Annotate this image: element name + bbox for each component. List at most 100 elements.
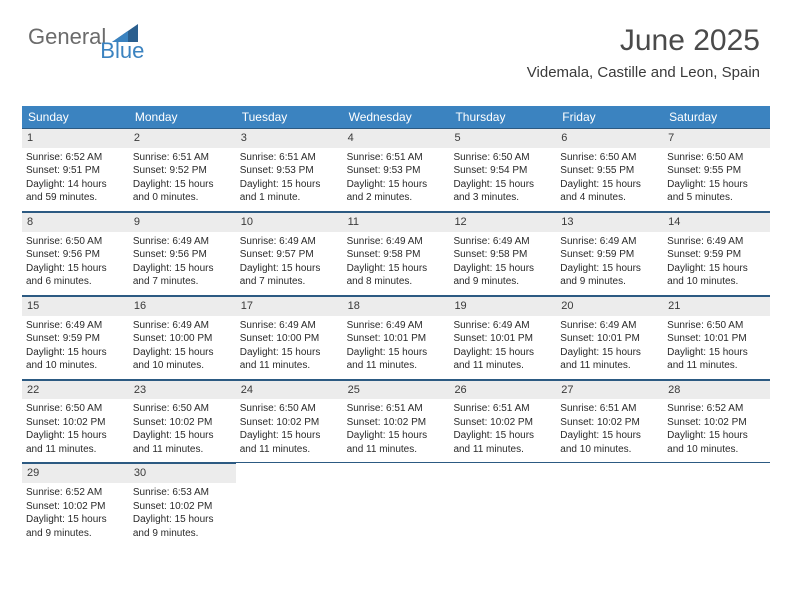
sunrise-text: Sunrise: 6:51 AM — [560, 402, 659, 416]
day-number: 17 — [236, 296, 343, 316]
sunset-text: Sunset: 9:59 PM — [26, 332, 125, 346]
daylight-text: Daylight: 15 hours and 0 minutes. — [133, 178, 232, 205]
day-cell: 18 Sunrise: 6:49 AMSunset: 10:01 PMDaylig… — [343, 296, 450, 379]
daylight-text: Daylight: 15 hours and 6 minutes. — [26, 262, 125, 289]
header-right: June 2025 Videmala, Castille and Leon, S… — [527, 24, 760, 81]
daylight-text: Daylight: 15 hours and 3 minutes. — [453, 178, 552, 205]
sunset-text: Sunset: 10:02 PM — [26, 500, 125, 514]
calendar-grid: Sunday Monday Tuesday Wednesday Thursday… — [22, 106, 770, 546]
day-cell: 26Sunrise: 6:51 AMSunset: 10:02 PMDaylig… — [449, 380, 556, 463]
sunrise-text: Sunrise: 6:49 AM — [240, 235, 339, 249]
day-cell: 8 Sunrise: 6:50 AMSunset: 9:56 PMDaylight… — [22, 212, 129, 295]
daylight-text: Daylight: 15 hours and 7 minutes. — [133, 262, 232, 289]
day-cell: 5 Sunrise: 6:50 AMSunset: 9:54 PMDaylight… — [449, 128, 556, 211]
day-number: 8 — [22, 212, 129, 232]
day-body: Sunrise: 6:51 AMSunset: 10:02 PMDaylight… — [449, 402, 556, 462]
sunrise-text: Sunrise: 6:52 AM — [26, 486, 125, 500]
daylight-text: Daylight: 15 hours and 9 minutes. — [133, 513, 232, 540]
sunrise-text: Sunrise: 6:49 AM — [347, 319, 446, 333]
day-number: 13 — [556, 212, 663, 232]
day-cell: 3Sunrise: 6:51 AMSunset: 9:53 PMDaylight… — [236, 128, 343, 211]
daylight-text: Daylight: 15 hours and 11 minutes. — [560, 346, 659, 373]
daylight-text: Daylight: 15 hours and 11 minutes. — [26, 429, 125, 456]
day-body: Sunrise: 6:49 AMSunset: 9:59 PMDaylight:… — [663, 235, 770, 295]
day-body: Sunrise: 6:50 AMSunset: 9:54 PMDaylight:… — [449, 151, 556, 211]
day-cell: 25Sunrise: 6:51 AMSunset: 10:02 PMDaylig… — [343, 380, 450, 463]
sunset-text: Sunset: 10:02 PM — [560, 416, 659, 430]
week-row: 29Sunrise: 6:52 AMSunset: 10:02 PMDaylig… — [22, 463, 770, 546]
sunrise-text: Sunrise: 6:50 AM — [240, 402, 339, 416]
sunrise-text: Sunrise: 6:53 AM — [133, 486, 232, 500]
day-body: Sunrise: 6:49 AMSunset: 9:58 PMDaylight:… — [343, 235, 450, 295]
day-body: Sunrise: 6:53 AMSunset: 10:02 PMDaylight… — [129, 486, 236, 546]
day-number: 5 — [449, 128, 556, 148]
day-cell: 4Sunrise: 6:51 AMSunset: 9:53 PMDaylight… — [343, 128, 450, 211]
day-cell: 11 Sunrise: 6:49 AMSunset: 9:58 PMDayligh… — [343, 212, 450, 295]
sunset-text: Sunset: 9:58 PM — [453, 248, 552, 262]
day-body: Sunrise: 6:52 AMSunset: 10:02 PMDaylight… — [22, 486, 129, 546]
day-number: 18 — [343, 296, 450, 316]
daylight-text: Daylight: 15 hours and 8 minutes. — [347, 262, 446, 289]
brand-part1: General — [28, 24, 106, 50]
sunset-text: Sunset: 10:02 PM — [240, 416, 339, 430]
day-number: 6 — [556, 128, 663, 148]
day-body: Sunrise: 6:51 AMSunset: 10:02 PMDaylight… — [556, 402, 663, 462]
day-body: Sunrise: 6:50 AMSunset: 10:02 PMDaylight… — [236, 402, 343, 462]
sunset-text: Sunset: 10:02 PM — [453, 416, 552, 430]
sunrise-text: Sunrise: 6:50 AM — [26, 235, 125, 249]
dow-monday: Monday — [129, 106, 236, 128]
sunrise-text: Sunrise: 6:50 AM — [667, 319, 766, 333]
day-number: 11 — [343, 212, 450, 232]
day-body: Sunrise: 6:49 AMSunset: 9:59 PMDaylight:… — [556, 235, 663, 295]
day-cell: 16Sunrise: 6:49 AMSunset: 10:00 PMDaylig… — [129, 296, 236, 379]
day-cell: 30Sunrise: 6:53 AMSunset: 10:02 PMDaylig… — [129, 463, 236, 546]
day-body: Sunrise: 6:50 AMSunset: 10:01 PMDaylight… — [663, 319, 770, 379]
daylight-text: Daylight: 15 hours and 11 minutes. — [347, 346, 446, 373]
sunrise-text: Sunrise: 6:51 AM — [347, 151, 446, 165]
sunset-text: Sunset: 9:59 PM — [560, 248, 659, 262]
sunset-text: Sunset: 10:02 PM — [133, 500, 232, 514]
day-number: 24 — [236, 380, 343, 400]
sunrise-text: Sunrise: 6:49 AM — [560, 235, 659, 249]
sunrise-text: Sunrise: 6:50 AM — [453, 151, 552, 165]
day-body: Sunrise: 6:49 AMSunset: 10:01 PMDaylight… — [556, 319, 663, 379]
day-number: 1 — [22, 128, 129, 148]
daylight-text: Daylight: 15 hours and 11 minutes. — [453, 429, 552, 456]
day-cell: 13 Sunrise: 6:49 AMSunset: 9:59 PMDayligh… — [556, 212, 663, 295]
day-number: 7 — [663, 128, 770, 148]
week-row: 15Sunrise: 6:49 AMSunset: 9:59 PMDayligh… — [22, 296, 770, 380]
daylight-text: Daylight: 15 hours and 11 minutes. — [240, 429, 339, 456]
daylight-text: Daylight: 15 hours and 11 minutes. — [453, 346, 552, 373]
day-cell: 1Sunrise: 6:52 AMSunset: 9:51 PMDaylight… — [22, 128, 129, 211]
daylight-text: Daylight: 15 hours and 11 minutes. — [133, 429, 232, 456]
day-body: Sunrise: 6:50 AMSunset: 10:02 PMDaylight… — [22, 402, 129, 462]
daylight-text: Daylight: 15 hours and 10 minutes. — [560, 429, 659, 456]
daylight-text: Daylight: 15 hours and 9 minutes. — [26, 513, 125, 540]
sunrise-text: Sunrise: 6:50 AM — [560, 151, 659, 165]
brand-part2: Blue — [100, 38, 144, 64]
sunset-text: Sunset: 9:53 PM — [347, 164, 446, 178]
sunset-text: Sunset: 10:00 PM — [133, 332, 232, 346]
day-number: 25 — [343, 380, 450, 400]
day-cell: 20Sunrise: 6:49 AMSunset: 10:01 PMDaylig… — [556, 296, 663, 379]
day-number: 26 — [449, 380, 556, 400]
sunrise-text: Sunrise: 6:50 AM — [133, 402, 232, 416]
sunrise-text: Sunrise: 6:50 AM — [667, 151, 766, 165]
day-number: 16 — [129, 296, 236, 316]
day-body: Sunrise: 6:51 AMSunset: 9:53 PMDaylight:… — [343, 151, 450, 211]
day-number: 14 — [663, 212, 770, 232]
day-body: Sunrise: 6:50 AMSunset: 9:56 PMDaylight:… — [22, 235, 129, 295]
daylight-text: Daylight: 15 hours and 7 minutes. — [240, 262, 339, 289]
month-title: June 2025 — [527, 24, 760, 58]
sunrise-text: Sunrise: 6:49 AM — [667, 235, 766, 249]
location-subtitle: Videmala, Castille and Leon, Spain — [527, 64, 760, 81]
day-cell — [343, 463, 450, 546]
day-number: 3 — [236, 128, 343, 148]
dow-wednesday: Wednesday — [343, 106, 450, 128]
day-body: Sunrise: 6:49 AMSunset: 10:01 PMDaylight… — [449, 319, 556, 379]
day-number: 2 — [129, 128, 236, 148]
day-number: 29 — [22, 463, 129, 483]
day-number: 10 — [236, 212, 343, 232]
sunset-text: Sunset: 10:01 PM — [347, 332, 446, 346]
sunset-text: Sunset: 9:58 PM — [347, 248, 446, 262]
